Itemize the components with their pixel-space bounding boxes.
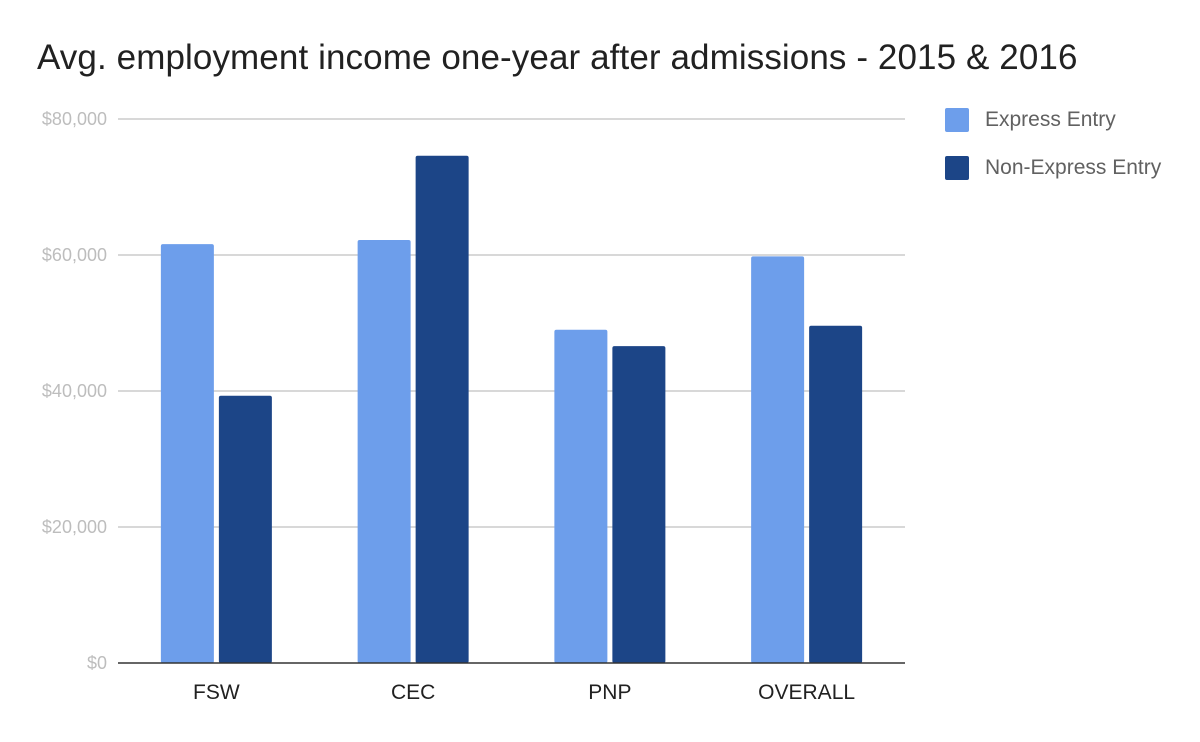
legend-swatch-non-express-entry (945, 156, 969, 180)
bar-pnp-non-express-entry (612, 346, 666, 663)
bar-overall-non-express-entry (809, 325, 863, 663)
x-axis-labels: FSW CEC PNP OVERALL (193, 681, 855, 704)
chart-title: Avg. employment income one-year after ad… (37, 38, 1078, 77)
y-tick-label: $20,000 (42, 517, 107, 537)
x-tick-label: CEC (391, 681, 435, 704)
y-tick-label: $80,000 (42, 109, 107, 129)
legend-item-express-entry: Express Entry (945, 105, 1161, 135)
bars (160, 155, 863, 664)
legend-label-non-express-entry: Non-Express Entry (985, 156, 1162, 179)
bar-pnp-express-entry (554, 329, 608, 663)
bar-fsw-express-entry (160, 244, 214, 663)
y-tick-label: $60,000 (42, 245, 107, 265)
legend: Express Entry Non-Express Entry (945, 105, 1161, 201)
bar-overall-express-entry (751, 256, 805, 663)
legend-item-non-express-entry: Non-Express Entry (945, 153, 1161, 183)
bar-fsw-non-express-entry (218, 395, 272, 663)
y-axis-ticks: $0 $20,000 $40,000 $60,000 $80,000 (42, 109, 107, 673)
bar-cec-express-entry (357, 240, 411, 664)
x-tick-label: OVERALL (758, 681, 855, 704)
legend-label-express-entry: Express Entry (985, 108, 1116, 131)
bar-cec-non-express-entry (415, 155, 469, 663)
x-tick-label: FSW (193, 681, 240, 704)
legend-swatch-express-entry (945, 108, 969, 132)
y-tick-label: $0 (87, 653, 107, 673)
x-tick-label: PNP (588, 681, 631, 704)
y-tick-label: $40,000 (42, 381, 107, 401)
